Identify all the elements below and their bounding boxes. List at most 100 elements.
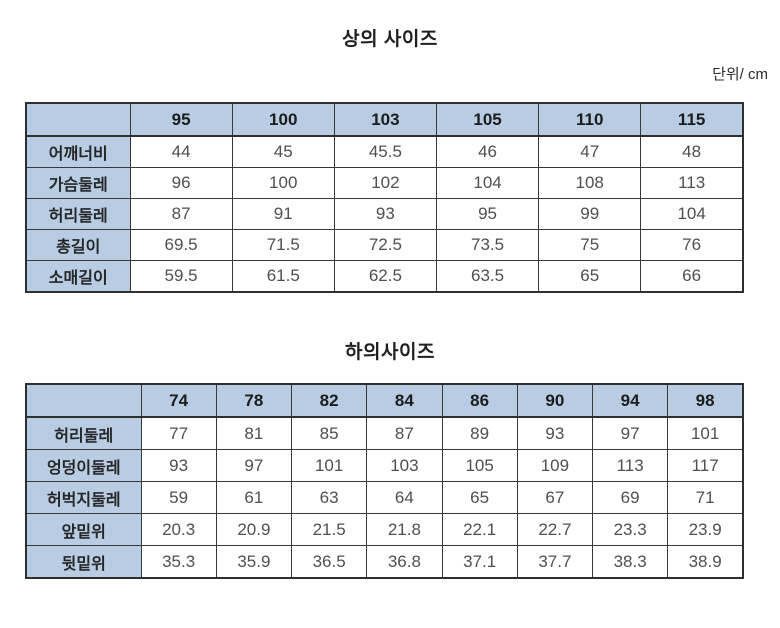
measure-value: 22.1: [441, 513, 518, 546]
size-column-header: 115: [640, 102, 744, 137]
measure-value: 93: [516, 416, 594, 450]
measure-row: 앞밑위 20.3 20.9 21.5 21.8 22.1 22.7 23.3 2…: [25, 513, 744, 546]
measure-value: 48: [640, 135, 744, 168]
size-column-header: 86: [441, 383, 518, 418]
measure-value: 93: [333, 198, 437, 230]
measure-value: 46: [435, 135, 540, 168]
measure-label: 허벅지둘레: [25, 481, 142, 514]
lower-size-table: 74 78 82 84 86 90 94 98 허리둘레 77 81 85 87…: [25, 383, 744, 579]
measure-value: 104: [640, 198, 744, 230]
measure-value: 20.9: [215, 513, 293, 546]
unit-label: 단위/ cm: [712, 66, 768, 83]
size-column-header: 94: [591, 383, 669, 418]
measure-value: 101: [290, 449, 368, 482]
measure-value: 59: [140, 481, 217, 514]
measure-value: 69.5: [129, 229, 233, 261]
measure-value: 97: [215, 449, 293, 482]
measure-value: 91: [231, 198, 335, 230]
measure-label: 가슴둘레: [25, 167, 131, 199]
measure-value: 105: [441, 449, 518, 482]
header-row: 74 78 82 84 86 90 94 98: [25, 383, 744, 418]
measure-value: 113: [591, 449, 669, 482]
measure-row: 소매길이 59.5 61.5 62.5 63.5 65 66: [25, 260, 744, 293]
measure-value: 113: [640, 167, 744, 199]
size-column-header: 78: [215, 383, 293, 418]
measure-row: 허리둘레 87 91 93 95 99 104: [25, 198, 744, 230]
lower-table-title: 하의사이즈: [345, 342, 435, 363]
measure-value: 69: [591, 481, 669, 514]
measure-value: 63: [290, 481, 368, 514]
upper-table-title: 상의 사이즈: [342, 29, 438, 50]
size-column-header: 100: [231, 102, 335, 137]
measure-value: 104: [435, 167, 540, 199]
measure-row: 가슴둘레 96 100 102 104 108 113: [25, 167, 744, 199]
measure-value: 22.7: [516, 513, 594, 546]
measure-label: 허리둘레: [25, 198, 131, 230]
measure-value: 89: [441, 416, 518, 450]
measure-value: 23.9: [667, 513, 744, 546]
measure-value: 65: [538, 260, 642, 293]
measure-value: 102: [333, 167, 437, 199]
measure-value: 37.1: [441, 545, 518, 579]
measure-label: 앞밑위: [25, 513, 142, 546]
size-column-header: 90: [516, 383, 594, 418]
measure-label: 소매길이: [25, 260, 131, 293]
measure-value: 35.3: [140, 545, 217, 579]
measure-row: 엉덩이둘레 93 97 101 103 105 109 113 117: [25, 449, 744, 482]
measure-value: 85: [290, 416, 368, 450]
measure-value: 93: [140, 449, 217, 482]
measure-value: 38.3: [591, 545, 669, 579]
measure-value: 21.5: [290, 513, 368, 546]
measure-value: 95: [435, 198, 540, 230]
measure-value: 61.5: [231, 260, 335, 293]
header-row: 95 100 103 105 110 115: [25, 102, 744, 137]
size-column-header: 74: [140, 383, 217, 418]
measure-value: 108: [538, 167, 642, 199]
measure-value: 81: [215, 416, 293, 450]
measure-value: 45.5: [333, 135, 437, 168]
measure-value: 38.9: [667, 545, 744, 579]
measure-value: 75: [538, 229, 642, 261]
measure-value: 59.5: [129, 260, 233, 293]
measure-value: 101: [667, 416, 744, 450]
measure-value: 87: [366, 416, 443, 450]
size-column-header: 103: [333, 102, 437, 137]
measure-value: 36.8: [366, 545, 443, 579]
measure-label: 엉덩이둘레: [25, 449, 142, 482]
measure-value: 117: [667, 449, 744, 482]
measure-value: 109: [516, 449, 594, 482]
size-column-header: 105: [435, 102, 540, 137]
measure-value: 87: [129, 198, 233, 230]
measure-value: 61: [215, 481, 293, 514]
size-column-header: 98: [667, 383, 744, 418]
measure-value: 67: [516, 481, 594, 514]
measure-value: 20.3: [140, 513, 217, 546]
measure-value: 97: [591, 416, 669, 450]
measure-value: 103: [366, 449, 443, 482]
measure-value: 37.7: [516, 545, 594, 579]
measure-value: 100: [231, 167, 335, 199]
measure-value: 72.5: [333, 229, 437, 261]
measure-label: 허리둘레: [25, 416, 142, 450]
size-column-header: 95: [129, 102, 233, 137]
size-column-header: 82: [290, 383, 368, 418]
measure-value: 73.5: [435, 229, 540, 261]
measure-value: 71: [667, 481, 744, 514]
measure-value: 36.5: [290, 545, 368, 579]
measure-value: 21.8: [366, 513, 443, 546]
measure-row: 어깨너비 44 45 45.5 46 47 48: [25, 135, 744, 168]
measure-value: 65: [441, 481, 518, 514]
measure-value: 96: [129, 167, 233, 199]
measure-value: 63.5: [435, 260, 540, 293]
size-column-header: 110: [538, 102, 642, 137]
measure-label: 어깨너비: [25, 135, 131, 168]
measure-value: 47: [538, 135, 642, 168]
upper-size-table: 95 100 103 105 110 115 어깨너비 44 45 45.5 4…: [25, 102, 744, 293]
measure-value: 62.5: [333, 260, 437, 293]
measure-value: 64: [366, 481, 443, 514]
corner-cell: [25, 102, 131, 137]
measure-value: 35.9: [215, 545, 293, 579]
measure-row: 허리둘레 77 81 85 87 89 93 97 101: [25, 416, 744, 450]
measure-label: 총길이: [25, 229, 131, 261]
